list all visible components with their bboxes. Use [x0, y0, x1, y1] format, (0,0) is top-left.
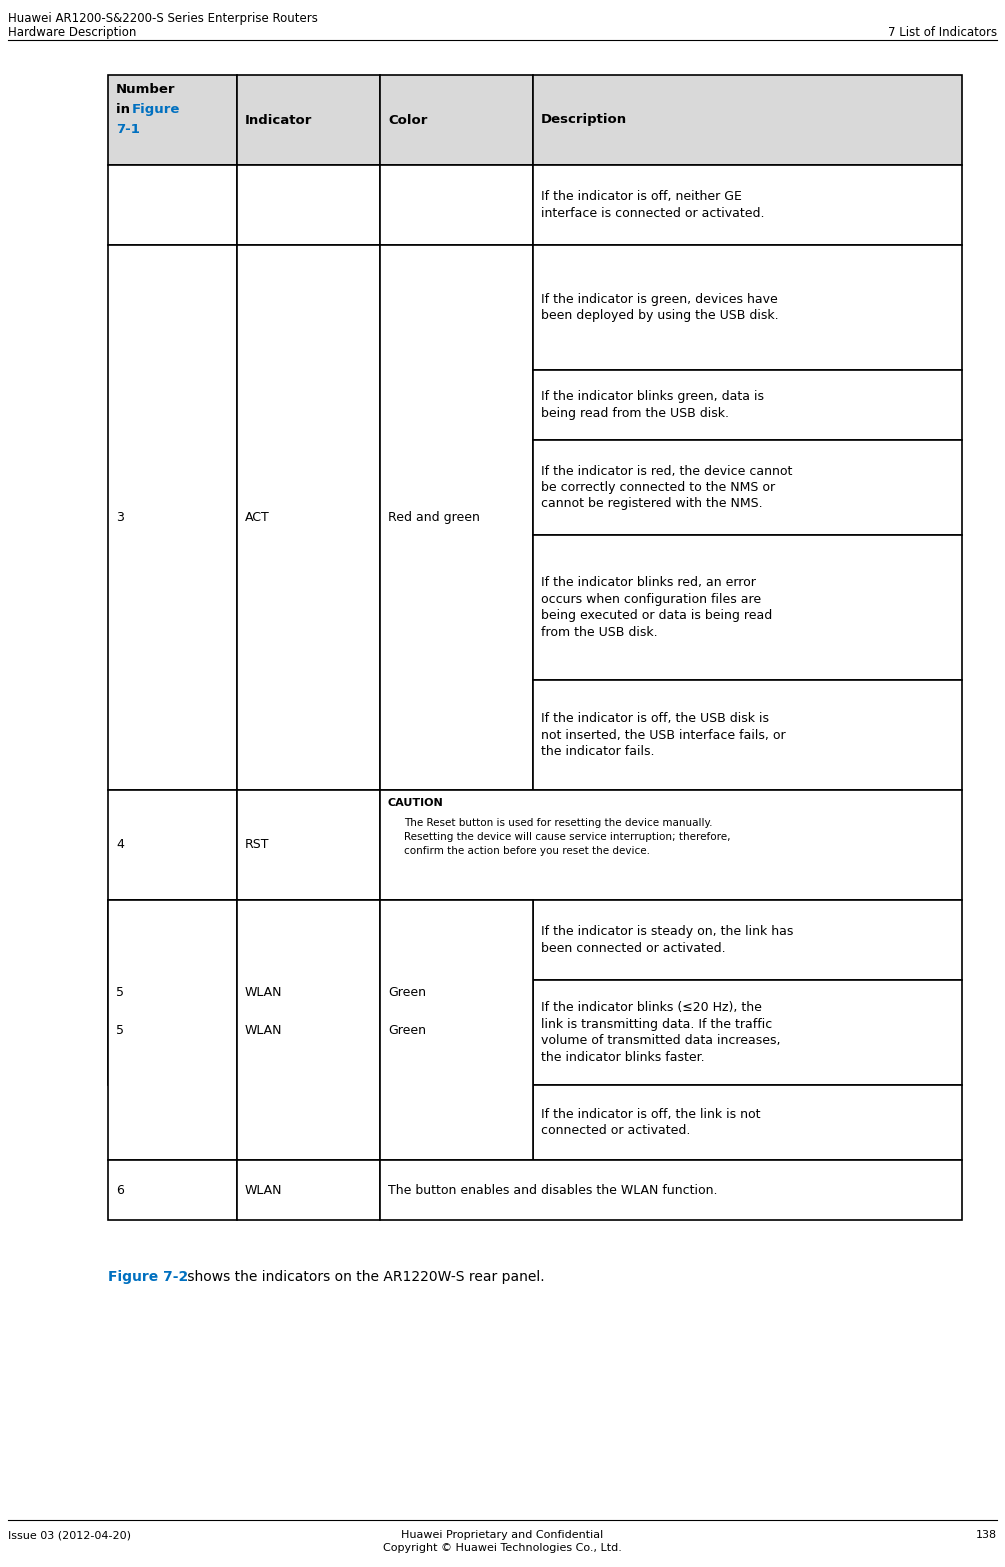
Text: If the indicator is steady on, the link has
been connected or activated.: If the indicator is steady on, the link …	[541, 925, 793, 954]
Bar	[533, 75, 962, 165]
Bar	[108, 899, 237, 1160]
Text: Figure 7-2: Figure 7-2	[108, 1269, 188, 1283]
Bar	[108, 1160, 237, 1221]
Text: WLAN: WLAN	[245, 986, 282, 1000]
Text: If the indicator is red, the device cannot
be correctly connected to the NMS or
: If the indicator is red, the device cann…	[541, 464, 792, 511]
Bar	[108, 899, 237, 1084]
Bar	[533, 899, 962, 979]
Bar	[533, 534, 962, 680]
Bar	[237, 1160, 380, 1221]
Bar	[108, 165, 237, 244]
Bar	[380, 899, 533, 1160]
Text: If the indicator blinks green, data is
being read from the USB disk.: If the indicator blinks green, data is b…	[541, 390, 764, 420]
Text: If the indicator is green, devices have
been deployed by using the USB disk.: If the indicator is green, devices have …	[541, 293, 779, 323]
Bar	[237, 790, 380, 899]
Bar	[380, 1160, 962, 1221]
Bar	[533, 440, 962, 534]
Bar	[108, 75, 237, 165]
Text: Huawei Proprietary and Confidential
Copyright © Huawei Technologies Co., Ltd.: Huawei Proprietary and Confidential Copy…	[383, 1529, 622, 1553]
Text: 3: 3	[116, 511, 124, 523]
Bar	[237, 244, 380, 790]
Text: Green: Green	[388, 986, 426, 1000]
Text: shows the indicators on the AR1220W-S rear panel.: shows the indicators on the AR1220W-S re…	[183, 1269, 545, 1283]
Bar	[237, 899, 380, 1160]
Text: Red and green: Red and green	[388, 511, 479, 523]
Text: Number: Number	[116, 83, 176, 96]
Text: If the indicator blinks red, an error
occurs when configuration files are
being : If the indicator blinks red, an error oc…	[541, 577, 772, 639]
Bar	[380, 899, 533, 1084]
Text: WLAN: WLAN	[245, 1023, 282, 1036]
Text: Green: Green	[388, 1023, 426, 1036]
Text: If the indicator blinks (≤20 Hz), the
link is transmitting data. If the traffic
: If the indicator blinks (≤20 Hz), the li…	[541, 1001, 781, 1064]
Text: The button enables and disables the WLAN function.: The button enables and disables the WLAN…	[388, 1183, 718, 1197]
Text: Figure: Figure	[132, 103, 180, 116]
Bar	[380, 165, 533, 244]
Bar	[533, 165, 962, 244]
Text: The Reset button is used for resetting the device manually.
Resetting the device: The Reset button is used for resetting t…	[404, 818, 731, 856]
Text: 5: 5	[116, 986, 124, 1000]
Bar	[237, 165, 380, 244]
Text: If the indicator is off, the USB disk is
not inserted, the USB interface fails, : If the indicator is off, the USB disk is…	[541, 711, 786, 758]
Text: 7-1: 7-1	[116, 122, 140, 136]
Bar	[237, 75, 380, 165]
Text: 5: 5	[116, 1023, 124, 1036]
Text: Color: Color	[388, 113, 427, 127]
Text: RST: RST	[245, 838, 269, 851]
Text: CAUTION: CAUTION	[388, 798, 444, 809]
Bar	[533, 244, 962, 370]
Bar	[533, 680, 962, 790]
Bar	[380, 75, 533, 165]
Bar	[533, 979, 962, 1084]
Text: If the indicator is off, the link is not
connected or activated.: If the indicator is off, the link is not…	[541, 1108, 761, 1138]
Bar	[380, 790, 962, 899]
Text: ACT: ACT	[245, 511, 269, 523]
Bar	[108, 790, 237, 899]
Bar	[237, 899, 380, 1084]
Text: Issue 03 (2012-04-20): Issue 03 (2012-04-20)	[8, 1529, 131, 1540]
Text: Indicator: Indicator	[245, 113, 313, 127]
Text: 138: 138	[976, 1529, 997, 1540]
Text: Huawei AR1200-S&2200-S Series Enterprise Routers: Huawei AR1200-S&2200-S Series Enterprise…	[8, 13, 318, 25]
Text: 4: 4	[116, 838, 124, 851]
Text: in: in	[116, 103, 135, 116]
Bar	[533, 1084, 962, 1160]
Bar	[108, 244, 237, 790]
Text: Description: Description	[541, 113, 627, 127]
Bar	[533, 370, 962, 440]
Bar	[380, 244, 533, 790]
Text: 7 List of Indicators: 7 List of Indicators	[887, 27, 997, 39]
Text: Hardware Description: Hardware Description	[8, 27, 137, 39]
Text: If the indicator is off, neither GE
interface is connected or activated.: If the indicator is off, neither GE inte…	[541, 190, 765, 219]
Text: WLAN: WLAN	[245, 1183, 282, 1197]
Text: 6: 6	[116, 1183, 124, 1197]
